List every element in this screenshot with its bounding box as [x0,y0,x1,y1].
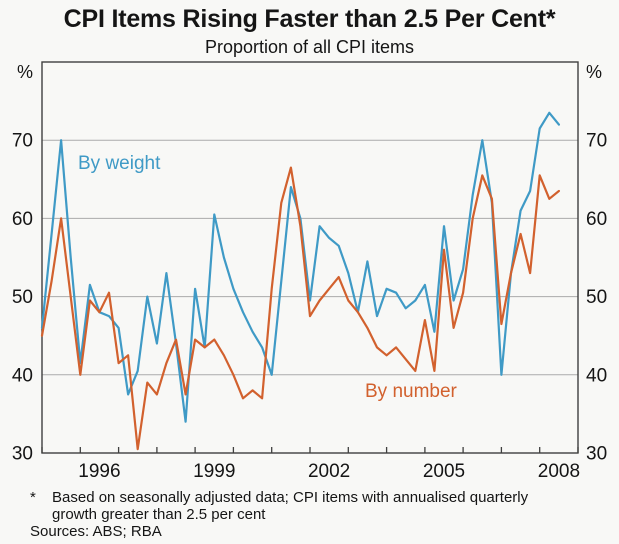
x-axis-label-2002: 2002 [308,461,350,482]
chart-subtitle: Proportion of all CPI items [204,37,415,57]
series-line-by-weight [40,111,561,423]
series-label-by-weight: By weight [78,153,161,174]
series-label-by-number: By number [365,381,457,402]
series-line-by-number [40,166,561,451]
y-axis-label-left-70: 70 [12,131,33,152]
y-axis-label-left-40: 40 [12,365,33,386]
chart-title: CPI Items Rising Faster than 2.5 Per Cen… [63,5,556,33]
y-axis-label-left-30: 30 [12,444,33,465]
y-axis-label-right-60: 60 [586,209,607,230]
x-axis-label-2008: 2008 [538,461,580,482]
y-axis-label-left-50: 50 [12,287,33,308]
footnote-text-line1: Based on seasonally adjusted data; CPI i… [52,489,529,506]
y-axis-unit-left: % [17,62,33,82]
y-axis-label-right-30: 30 [586,444,607,465]
x-axis-label-2005: 2005 [423,461,465,482]
y-axis-label-left-60: 60 [12,209,33,230]
footnote-marker: * [30,489,36,506]
footnote-text-line2: growth greater than 2.5 per cent [52,506,266,523]
y-axis-label-right-50: 50 [586,287,607,308]
y-axis-unit-right: % [586,62,602,82]
plot-border [41,61,579,454]
x-axis-label-1999: 1999 [193,461,235,482]
x-axis-label-1996: 1996 [78,461,120,482]
sources-note: Sources: ABS; RBA [30,523,162,540]
y-axis-label-right-70: 70 [586,131,607,152]
y-axis-label-right-40: 40 [586,365,607,386]
